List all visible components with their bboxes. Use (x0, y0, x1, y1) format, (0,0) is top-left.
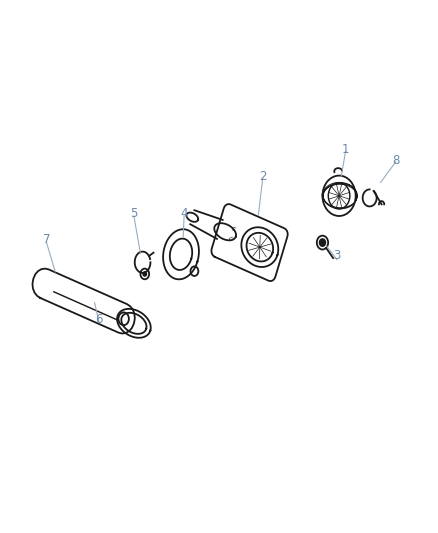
Text: c: c (230, 225, 236, 232)
Text: 1: 1 (342, 143, 350, 156)
Text: 7: 7 (43, 233, 50, 246)
Text: 2: 2 (259, 169, 266, 183)
Text: 3: 3 (333, 249, 341, 262)
Circle shape (143, 272, 147, 276)
Text: 8: 8 (392, 154, 399, 167)
Text: c: c (227, 235, 233, 242)
Text: 5: 5 (130, 207, 138, 220)
Circle shape (319, 239, 325, 246)
Text: 6: 6 (95, 313, 102, 326)
Text: 4: 4 (180, 207, 188, 220)
